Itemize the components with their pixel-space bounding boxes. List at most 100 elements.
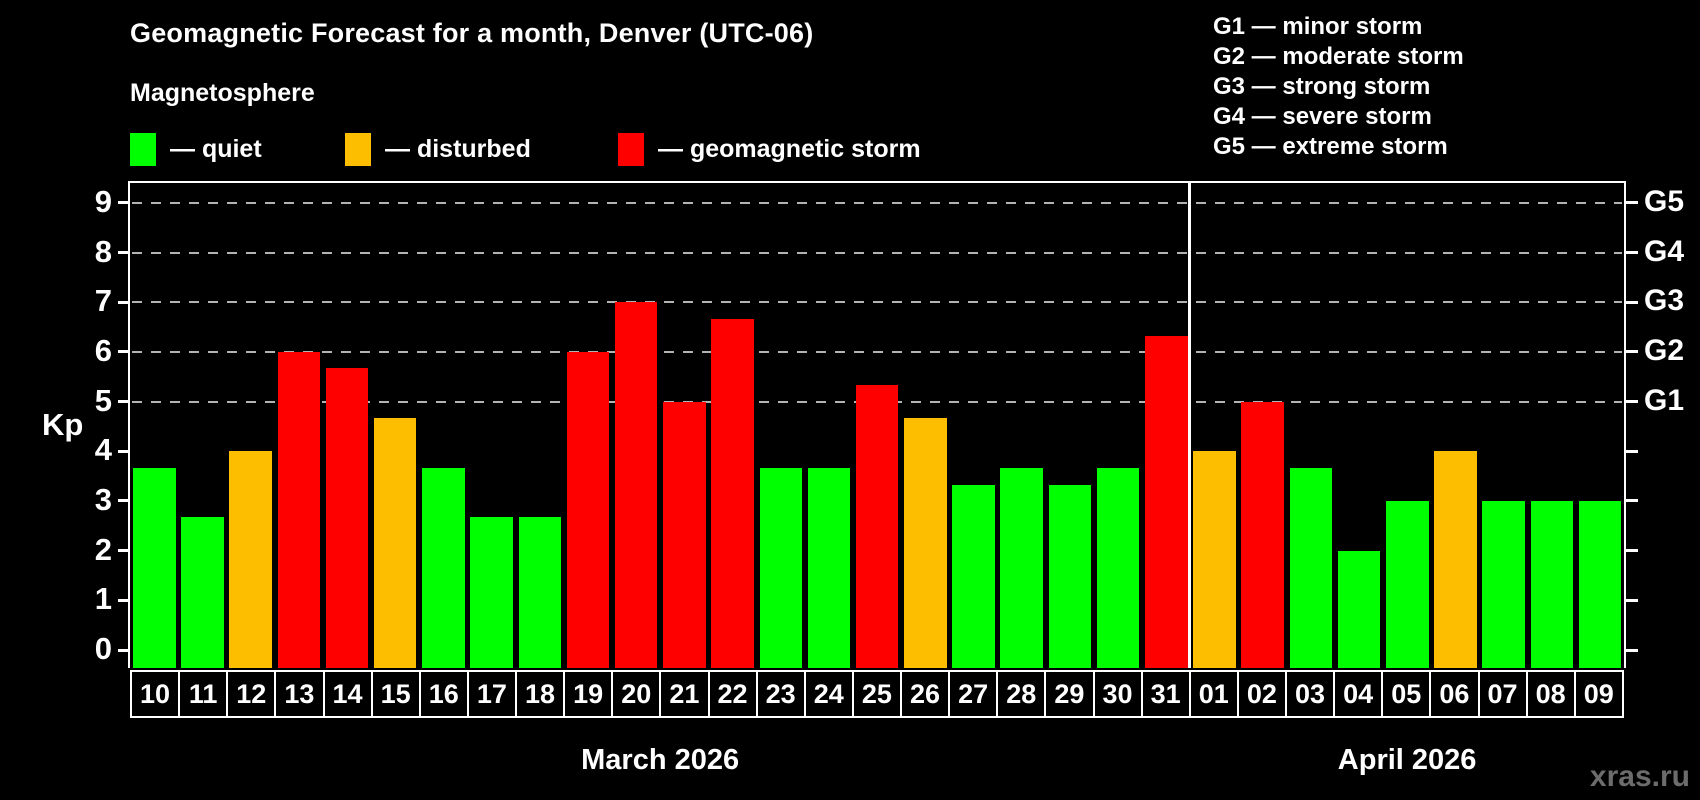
bar-mar-21 — [663, 401, 706, 668]
date-cell-apr-07: 07 — [1477, 670, 1528, 718]
y-tick-left-0 — [118, 648, 129, 652]
y-tick-left-7 — [118, 300, 129, 304]
y-tick-right-0 — [1626, 648, 1638, 652]
page-title: Geomagnetic Forecast for a month, Denver… — [130, 18, 814, 48]
g-scale-legend-line: G3 — strong storm — [1213, 73, 1431, 100]
date-cell-mar-29: 29 — [1044, 670, 1095, 718]
bar-mar-29 — [1048, 484, 1092, 668]
g-scale-legend-line: G1 — minor storm — [1213, 13, 1423, 40]
bar-apr-01 — [1193, 451, 1236, 668]
g-scale-legend: G1 — minor storm G2 — moderate storm G3 — … — [1213, 12, 1464, 162]
date-cell-mar-31: 31 — [1140, 670, 1191, 718]
bar-apr-06 — [1434, 451, 1477, 668]
date-cell-mar-21: 21 — [659, 670, 710, 718]
plot-border-right — [1624, 181, 1626, 668]
plot-border-top — [128, 181, 1626, 183]
y-tick-right-5 — [1626, 400, 1638, 404]
g-scale-legend-line: G2 — moderate storm — [1213, 43, 1464, 70]
bar-mar-19 — [566, 351, 610, 668]
bar-mar-28 — [1000, 467, 1043, 668]
date-cell-mar-27: 27 — [948, 670, 999, 718]
bar-mar-18 — [518, 517, 562, 668]
gridline-kp-7 — [132, 301, 1622, 304]
right-axis-label-G4: G4 — [1644, 234, 1685, 268]
date-cell-mar-25: 25 — [851, 670, 902, 718]
date-cell-apr-01: 01 — [1188, 670, 1239, 718]
legend-swatch-disturbed — [345, 132, 371, 166]
legend-item-quiet: — quiet — [130, 132, 262, 166]
y-tick-label-2: 2 — [94, 531, 112, 567]
month-separator — [1188, 183, 1192, 668]
legend-swatch-quiet — [130, 132, 156, 166]
bar-mar-31 — [1145, 335, 1188, 668]
y-tick-left-5 — [118, 400, 129, 404]
y-tick-label-4: 4 — [94, 432, 112, 468]
legend-label-disturbed: — disturbed — [385, 134, 531, 163]
date-cell-apr-06: 06 — [1429, 670, 1480, 718]
bar-mar-14 — [325, 368, 369, 668]
bar-apr-03 — [1289, 467, 1333, 668]
date-cell-mar-20: 20 — [611, 670, 662, 718]
gridline-kp-9 — [132, 201, 1622, 204]
month-label-mar: March 2026 — [581, 744, 740, 776]
y-tick-label-3: 3 — [94, 481, 112, 517]
bar-mar-30 — [1096, 467, 1140, 668]
date-cell-mar-30: 30 — [1092, 670, 1143, 718]
date-cell-mar-24: 24 — [803, 670, 854, 718]
g-scale-legend-line: G5 — extreme storm — [1213, 133, 1448, 160]
y-tick-right-1 — [1626, 598, 1638, 602]
y-tick-left-2 — [118, 549, 129, 553]
bar-apr-08 — [1530, 501, 1574, 668]
bar-apr-04 — [1337, 550, 1381, 668]
right-axis-label-G2: G2 — [1644, 333, 1685, 367]
y-tick-left-8 — [118, 251, 129, 255]
y-axis-title: Kp — [42, 407, 84, 442]
legend-item-storm: — geomagnetic storm — [618, 132, 921, 166]
y-tick-right-8 — [1626, 251, 1638, 255]
y-tick-left-1 — [118, 598, 129, 602]
y-tick-right-3 — [1626, 499, 1638, 503]
legend-item-disturbed: — disturbed — [345, 132, 531, 166]
right-axis-label-G5: G5 — [1644, 184, 1685, 218]
gridline-kp-8 — [132, 251, 1622, 254]
bar-mar-25 — [855, 385, 899, 668]
date-cell-apr-03: 03 — [1285, 670, 1336, 718]
y-tick-label-8: 8 — [94, 233, 112, 269]
watermark: xras.ru — [1589, 760, 1690, 793]
legend-swatch-storm — [618, 132, 644, 166]
bar-mar-11 — [181, 517, 224, 668]
y-tick-label-5: 5 — [94, 382, 112, 418]
y-tick-label-0: 0 — [94, 631, 112, 666]
gridline-kp-6 — [132, 350, 1622, 353]
y-tick-label-6: 6 — [94, 332, 112, 368]
date-cell-mar-11: 11 — [178, 670, 229, 718]
bar-mar-27 — [952, 484, 995, 668]
date-cell-mar-10: 10 — [130, 670, 181, 718]
bar-mar-24 — [807, 467, 851, 668]
bar-apr-02 — [1241, 401, 1284, 668]
y-tick-label-7: 7 — [94, 283, 112, 319]
magnetosphere-label: Magnetosphere — [130, 79, 315, 107]
date-cell-mar-12: 12 — [226, 670, 277, 718]
y-tick-right-2 — [1626, 549, 1638, 553]
bar-mar-20 — [614, 302, 658, 668]
month-label-apr: April 2026 — [1337, 744, 1477, 776]
y-tick-left-3 — [118, 499, 129, 503]
bar-mar-10 — [133, 467, 176, 668]
date-cell-mar-28: 28 — [996, 670, 1047, 718]
date-cell-mar-19: 19 — [563, 670, 614, 718]
date-cell-mar-22: 22 — [707, 670, 758, 718]
y-tick-left-9 — [118, 201, 129, 205]
bar-mar-15 — [373, 418, 417, 668]
bar-mar-17 — [470, 517, 513, 668]
y-tick-right-6 — [1626, 350, 1638, 354]
date-cell-mar-13: 13 — [274, 670, 325, 718]
date-cell-mar-15: 15 — [370, 670, 421, 718]
x-axis-date-row: 10 11 12 13 14 15 16 17 18 19 20 21 22 23 24 25 26 27 28 29… — [130, 670, 1624, 718]
y-tick-label-9: 9 — [94, 183, 112, 219]
bar-mar-22 — [711, 318, 754, 668]
y-tick-label-1: 1 — [94, 581, 112, 617]
y-tick-left-4 — [118, 449, 129, 453]
date-cell-apr-02: 02 — [1236, 670, 1287, 718]
